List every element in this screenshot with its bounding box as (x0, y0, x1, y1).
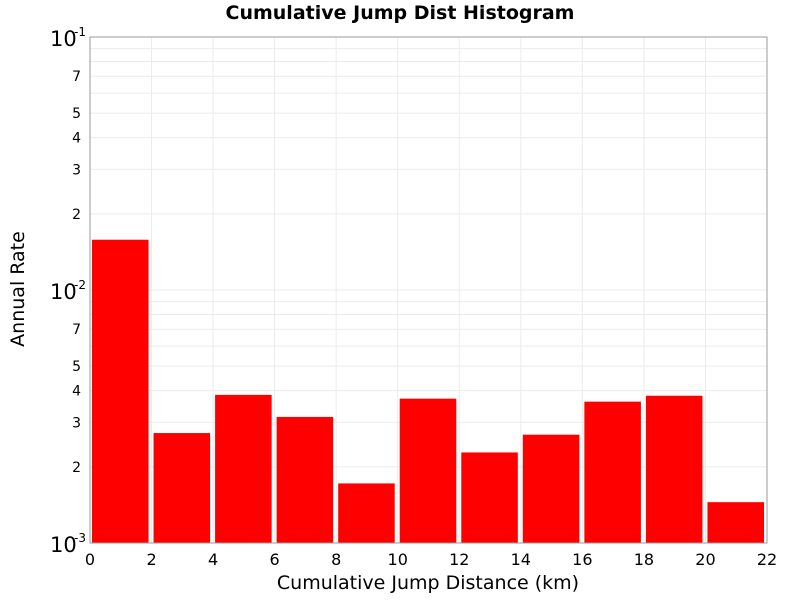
chart-title: Cumulative Jump Dist Histogram (225, 2, 575, 24)
y-minor-tick-label: 2 (72, 207, 81, 223)
y-minor-tick-label: 4 (72, 384, 81, 400)
bar (338, 483, 395, 543)
bar (399, 398, 457, 543)
x-tick-label: 10 (388, 550, 408, 569)
y-minor-tick-label: 7 (72, 322, 81, 338)
y-major-tick-exponent: -3 (74, 531, 86, 545)
bar (153, 433, 211, 543)
y-major-tick-exponent: -2 (74, 278, 86, 292)
y-minor-tick-label: 4 (72, 131, 81, 147)
x-tick-label: 0 (85, 550, 95, 569)
y-minor-tick-label: 7 (72, 69, 81, 85)
x-tick-label: 22 (757, 550, 777, 569)
bar (707, 502, 764, 543)
plot-frame (89, 36, 768, 544)
bar (645, 395, 703, 543)
x-tick-labels: 0 2 4 6 8 10 12 14 16 18 20 22 (85, 550, 777, 569)
x-tick-label: 16 (572, 550, 592, 569)
bar (522, 434, 580, 543)
bar (584, 401, 641, 543)
y-minor-tick-label: 3 (72, 415, 81, 431)
bar (461, 452, 518, 543)
grid-lines (89, 37, 768, 544)
x-axis-label: Cumulative Jump Distance (km) (276, 572, 580, 594)
x-tick-label: 14 (511, 550, 531, 569)
x-tick-label: 12 (449, 550, 469, 569)
x-tick-label: 20 (695, 550, 715, 569)
x-tick-label: 6 (270, 550, 280, 569)
y-minor-tick-label: 3 (72, 162, 81, 178)
y-major-tick-exponent: -1 (74, 25, 86, 39)
y-minor-tick-label: 5 (72, 106, 81, 122)
y-major-tick-label: 10-1 (50, 25, 86, 51)
y-major-tick-base: 10 (50, 280, 77, 304)
y-minor-tick-label: 2 (72, 460, 81, 476)
x-tick-label: 8 (331, 550, 341, 569)
y-major-tick-base: 10 (50, 27, 77, 51)
x-tick-label: 18 (634, 550, 654, 569)
y-major-tick-label: 10-3 (50, 531, 86, 557)
x-tick-label: 4 (208, 550, 218, 569)
bar (276, 416, 334, 543)
y-major-tick-label: 10-2 (50, 278, 86, 304)
bar-group (92, 239, 764, 544)
y-minor-tick-label: 5 (72, 359, 81, 375)
bar (92, 239, 149, 544)
x-tick-label: 2 (146, 550, 156, 569)
bar (215, 394, 272, 543)
y-major-tick-base: 10 (50, 533, 77, 557)
